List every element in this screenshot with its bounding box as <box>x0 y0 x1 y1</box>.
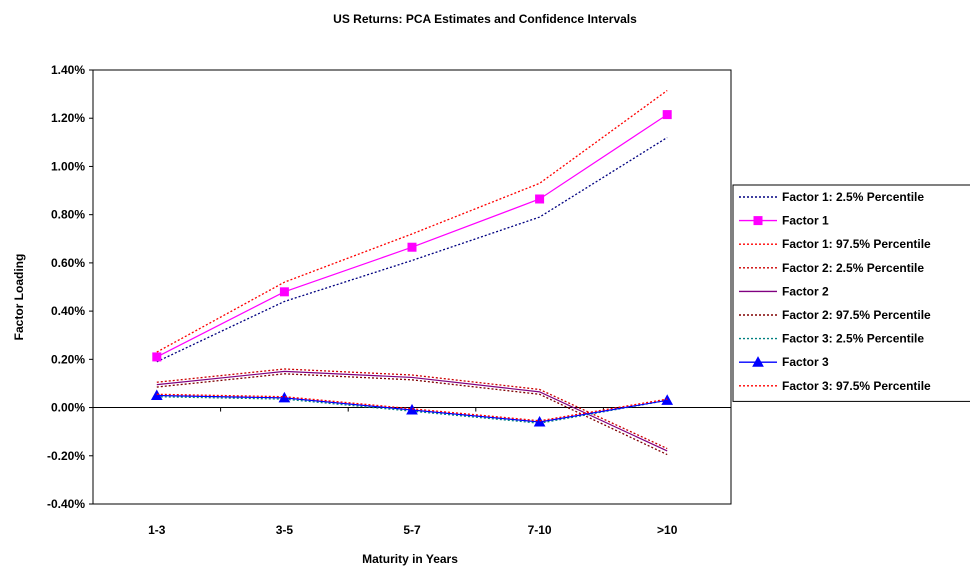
data-point <box>406 403 418 415</box>
data-point <box>278 391 291 403</box>
y-tick-label: 0.40% <box>51 304 85 318</box>
y-tick-label: 1.40% <box>51 63 85 77</box>
legend-label-7: Factor 3: 2.5% Percentile <box>782 332 924 346</box>
x-axis-label: Maturity in Years <box>362 552 458 566</box>
legend-label-4: Factor 2: 2.5% Percentile <box>782 261 924 275</box>
x-tick-label: 3-5 <box>276 523 294 537</box>
legend-label-1: Factor 1: 2.5% Percentile <box>782 190 924 204</box>
data-point <box>150 389 163 400</box>
x-tick-label: >10 <box>657 523 678 537</box>
data-point <box>535 194 545 204</box>
x-tick-label: 7-10 <box>528 523 552 537</box>
series-line-2 <box>156 114 668 358</box>
y-tick-label: 0.00% <box>51 401 85 415</box>
series-line-9 <box>156 393 668 422</box>
legend-label-5: Factor 2 <box>782 284 829 298</box>
legend-box <box>732 184 970 402</box>
data-point <box>279 287 289 297</box>
data-point <box>152 352 162 362</box>
y-tick-label: 1.20% <box>51 111 85 125</box>
legend-label-8: Factor 3 <box>782 355 829 369</box>
series-line-6 <box>156 373 668 456</box>
y-tick-label: -0.40% <box>47 497 85 511</box>
data-point <box>407 242 417 252</box>
series-line-5 <box>156 370 668 452</box>
series-line-4 <box>156 368 668 450</box>
y-tick-label: 0.20% <box>51 352 85 366</box>
plot-frame <box>92 69 732 505</box>
series-line-7 <box>156 396 668 424</box>
y-tick-label: 0.80% <box>51 208 85 222</box>
x-tick-label: 5-7 <box>403 523 421 537</box>
y-tick-label: 1.00% <box>51 159 85 173</box>
series-line-1 <box>156 136 668 363</box>
chart-title: US Returns: PCA Estimates and Confidence… <box>333 12 637 26</box>
data-point <box>662 110 672 120</box>
y-axis-label: Factor Loading <box>12 254 26 341</box>
data-point <box>661 394 674 405</box>
x-tick-label: 1-3 <box>148 523 166 537</box>
y-tick-label: -0.20% <box>47 449 85 463</box>
legend-label-2: Factor 1 <box>782 214 829 228</box>
legend-label-9: Factor 3: 97.5% Percentile <box>782 379 931 393</box>
plot-area: -0.40% -0.20% 0.00% 0.20% 0.40% 0.60% 0.80% 1.0… <box>47 63 732 537</box>
legend-marker <box>752 356 764 367</box>
y-tick-label: 0.60% <box>51 256 85 270</box>
series-line-3 <box>156 89 668 353</box>
legend-label-3: Factor 1: 97.5% Percentile <box>782 237 931 251</box>
data-point <box>533 415 546 427</box>
legend: Factor 1: 2.5% Percentile Factor 1 Factor … <box>732 184 970 402</box>
legend-label-6: Factor 2: 97.5% Percentile <box>782 308 931 322</box>
legend-marker <box>753 216 763 226</box>
